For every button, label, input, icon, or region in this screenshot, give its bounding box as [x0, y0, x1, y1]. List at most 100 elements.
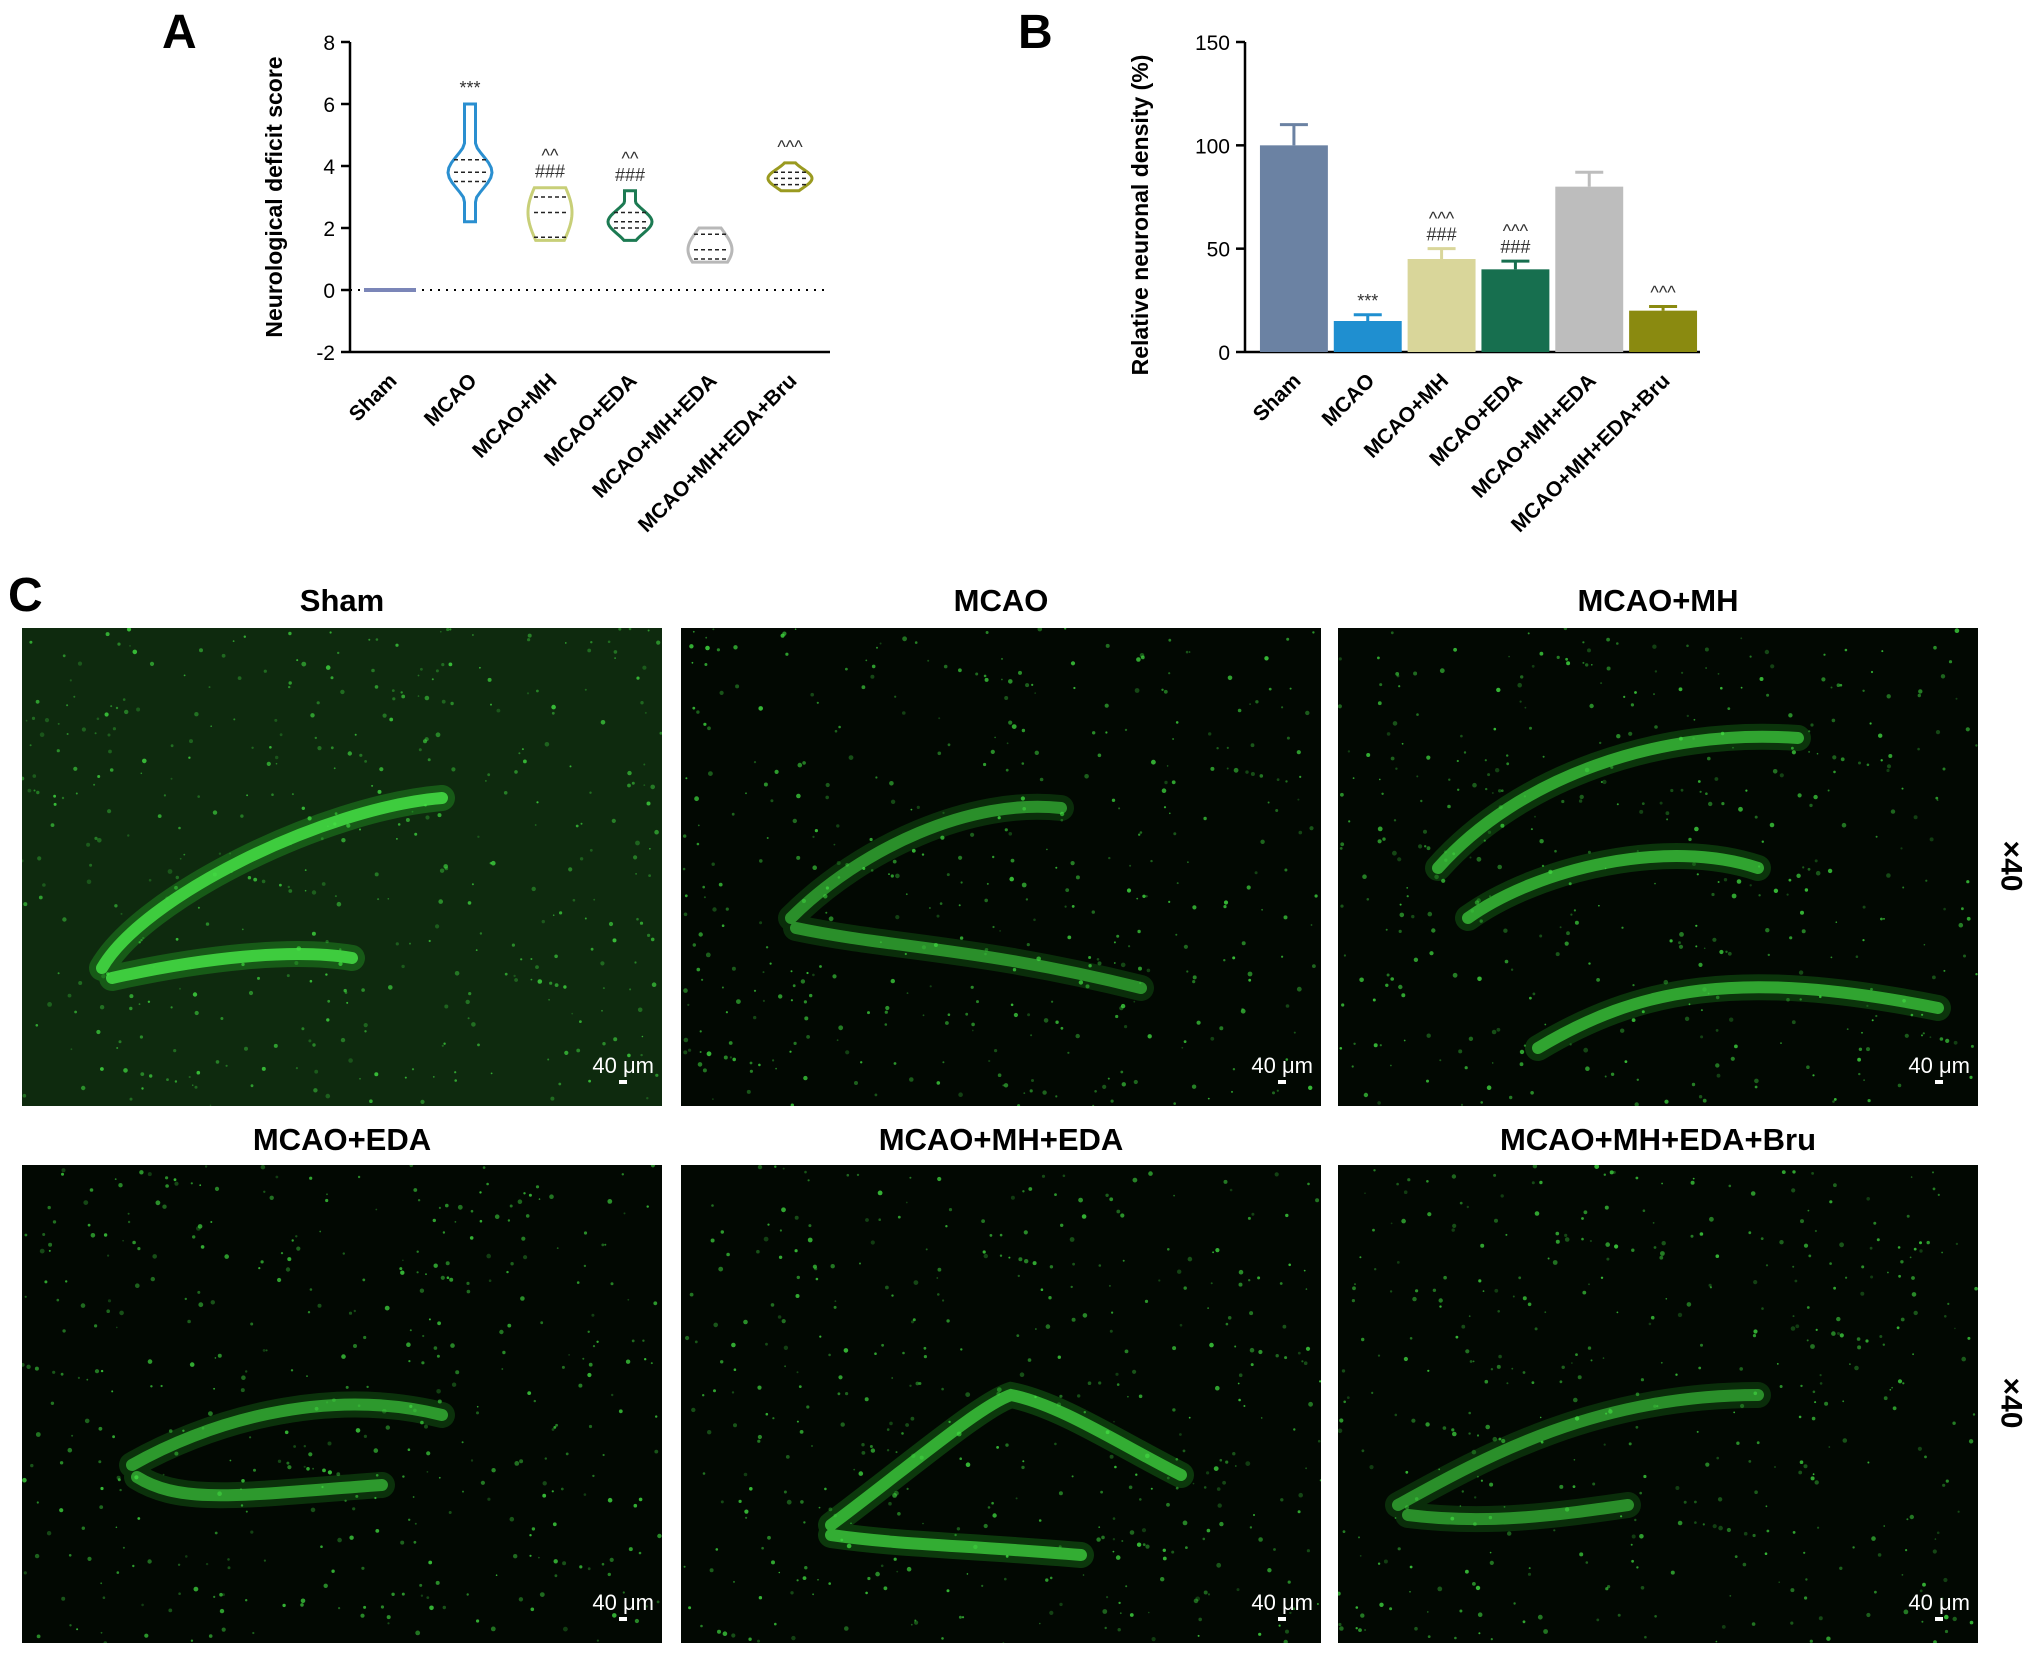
- bar: [1259, 145, 1328, 352]
- fluorescent-speck: [479, 666, 481, 669]
- fluorescent-speck: [232, 640, 235, 642]
- fluorescent-speck: [582, 1357, 585, 1360]
- fluorescent-speck: [374, 685, 379, 689]
- fluorescent-speck: [1216, 1562, 1222, 1568]
- fluorescent-speck: [1708, 1283, 1712, 1287]
- fluorescent-speck: [418, 748, 422, 752]
- fluorescent-speck: [1059, 1602, 1063, 1607]
- fluorescent-speck: [548, 998, 550, 1001]
- fluorescent-speck: [1929, 1036, 1932, 1039]
- fluorescent-speck: [1932, 1187, 1936, 1191]
- fluorescent-speck: [1582, 661, 1585, 664]
- fluorescent-speck: [1764, 1552, 1768, 1555]
- fluorescent-speck: [1500, 823, 1505, 828]
- fluorescent-speck: [640, 701, 644, 705]
- fluorescent-speck: [286, 974, 290, 978]
- fluorescent-speck: [1075, 875, 1080, 880]
- fluorescent-speck: [816, 701, 819, 704]
- fluorescent-speck: [812, 973, 815, 977]
- scale-bar-line: [1278, 1617, 1287, 1621]
- fluorescent-speck: [533, 1399, 536, 1403]
- fluorescent-speck: [941, 1387, 944, 1391]
- fluorescent-speck: [779, 1229, 782, 1232]
- fluorescent-speck: [1933, 645, 1937, 650]
- fluorescent-speck: [48, 1242, 53, 1247]
- fluorescent-speck: [190, 1639, 194, 1642]
- fluorescent-speck: [357, 1175, 361, 1179]
- fluorescent-speck: [1559, 926, 1562, 929]
- fluorescent-speck: [894, 695, 897, 698]
- fluorescent-speck: [682, 867, 686, 871]
- fluorescent-speck: [152, 1254, 157, 1259]
- fluorescent-speck: [501, 1368, 504, 1370]
- fluorescent-speck: [1172, 1408, 1176, 1412]
- fluorescent-speck: [451, 767, 456, 772]
- fluorescent-speck: [1267, 1568, 1272, 1573]
- fluorescent-speck: [511, 943, 515, 947]
- fluorescent-speck: [1072, 1262, 1075, 1266]
- fluorescent-speck: [1715, 1029, 1719, 1032]
- fluorescent-speck: [707, 726, 711, 731]
- fluorescent-speck: [1766, 693, 1770, 697]
- fluorescent-speck: [1680, 788, 1684, 792]
- fluorescent-speck: [1912, 1353, 1914, 1356]
- fluorescent-speck: [1961, 907, 1964, 911]
- fluorescent-speck: [141, 1087, 144, 1090]
- fluorescent-speck: [544, 1457, 547, 1460]
- fluorescent-speck: [199, 1184, 202, 1187]
- fluorescent-speck: [57, 722, 60, 725]
- fluorescent-speck: [116, 1571, 120, 1574]
- bar: [1481, 269, 1550, 352]
- fluorescent-speck: [906, 992, 909, 994]
- fluorescent-speck: [1027, 1358, 1032, 1362]
- fluorescent-speck: [853, 1468, 856, 1471]
- fluorescent-speck: [1503, 928, 1508, 933]
- fluorescent-speck: [1426, 846, 1431, 851]
- fluorescent-speck: [1484, 1379, 1489, 1384]
- fluorescent-speck: [1405, 1470, 1409, 1474]
- fluorescent-speck: [722, 1631, 728, 1636]
- fluorescent-speck: [1718, 1525, 1723, 1531]
- fluorescent-speck: [1027, 1013, 1031, 1017]
- fluorescent-speck: [1339, 1047, 1343, 1050]
- fluorescent-speck: [60, 1372, 64, 1376]
- fluorescent-speck: [1654, 725, 1658, 729]
- fluorescent-speck: [303, 1465, 306, 1468]
- fluorescent-speck: [35, 1432, 41, 1437]
- fluorescent-speck: [157, 814, 162, 818]
- fluorescent-speck: [1942, 767, 1946, 771]
- fluorescent-speck: [325, 973, 328, 976]
- fluorescent-speck: [1296, 986, 1302, 992]
- scale-bar: 40 μm: [1908, 1590, 1970, 1621]
- fluorescent-speck: [1529, 726, 1532, 730]
- fluorescent-speck: [937, 751, 942, 756]
- fluorescent-speck: [1312, 964, 1316, 968]
- fluorescent-speck: [1173, 832, 1177, 836]
- fluorescent-speck: [762, 971, 765, 974]
- fluorescent-speck: [1049, 1610, 1054, 1615]
- fluorescent-speck: [1246, 885, 1251, 890]
- fluorescent-speck: [845, 1050, 850, 1055]
- fluorescent-speck: [1665, 811, 1670, 816]
- fluorescent-speck: [409, 942, 411, 945]
- fluorescent-speck: [1749, 884, 1752, 887]
- fluorescent-speck: [861, 1451, 866, 1455]
- fluorescent-speck: [966, 1573, 969, 1575]
- fluorescent-speck: [50, 1401, 55, 1405]
- fluorescent-speck: [1614, 1244, 1619, 1249]
- fluorescent-speck: [725, 907, 729, 911]
- fluorescent-speck: [554, 954, 558, 959]
- fluorescent-speck: [1684, 1016, 1690, 1021]
- fluorescent-speck: [1596, 1618, 1600, 1622]
- fluorescent-speck: [1582, 1290, 1587, 1295]
- fluorescent-speck: [1487, 773, 1491, 777]
- fluorescent-speck: [427, 758, 431, 762]
- fluorescent-speck: [1071, 905, 1075, 908]
- fluorescent-speck: [623, 1212, 626, 1215]
- fluorescent-speck: [391, 1592, 395, 1596]
- fluorescent-speck: [1569, 1043, 1572, 1046]
- fluorescent-speck: [224, 1254, 229, 1259]
- fluorescent-speck: [1004, 696, 1009, 700]
- fluorescent-speck: [363, 1434, 367, 1438]
- fluorescent-speck: [937, 1267, 942, 1272]
